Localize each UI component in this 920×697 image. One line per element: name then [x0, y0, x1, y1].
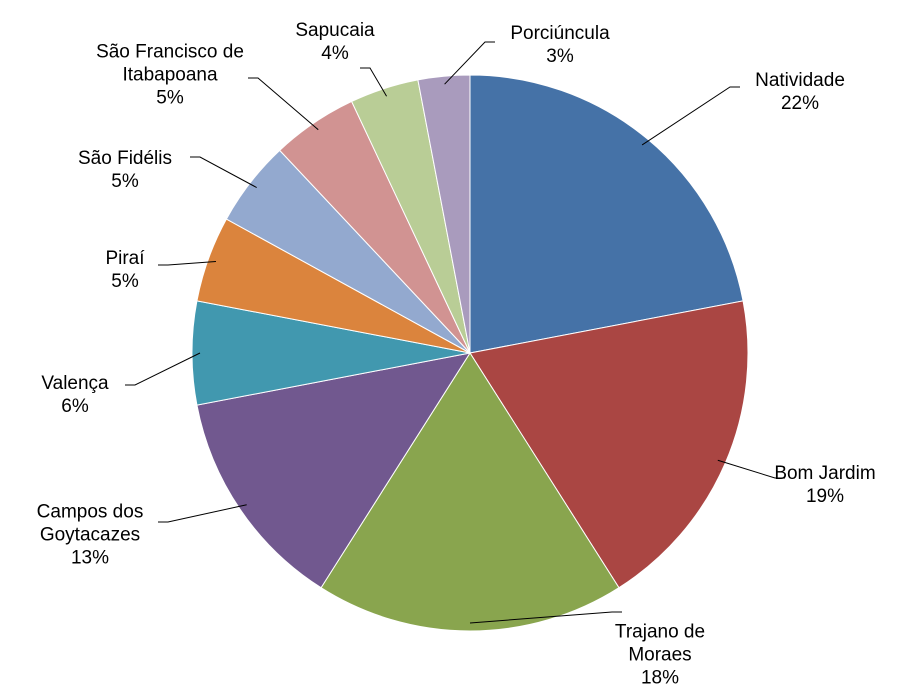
leader-line: [444, 41, 495, 85]
pie-slice: [320, 352, 620, 632]
category-label: Sapucaia: [295, 20, 375, 41]
value-label: 3%: [546, 46, 574, 67]
leader-line: [158, 504, 247, 523]
leader-line: [360, 67, 387, 97]
value-label: 4%: [321, 43, 349, 64]
leader-line: [190, 156, 257, 188]
leader-line: [641, 86, 740, 146]
category-label: Porciúncula: [510, 23, 610, 44]
category-label: Piraí: [105, 248, 145, 269]
category-label: São Francisco de Itabapoana: [96, 41, 244, 86]
data-label: Porciúncula 3%: [485, 22, 635, 68]
data-label: Valença 6%: [15, 372, 135, 418]
data-label: Sapucaia 4%: [275, 19, 395, 65]
value-label: 19%: [805, 486, 845, 507]
data-label: Piraí 5%: [65, 247, 185, 293]
leader-line: [717, 459, 785, 479]
category-label: Valença: [41, 373, 109, 394]
data-label: Trajano de Moraes 18%: [595, 621, 725, 690]
data-label: São Fidélis 5%: [50, 147, 200, 193]
pie-slice: [469, 74, 744, 354]
value-label: 22%: [780, 93, 820, 114]
value-label: 6%: [61, 396, 89, 417]
category-label: Campos dos Goytacazes: [36, 501, 144, 546]
data-label: Campos dos Goytacazes 13%: [5, 501, 175, 570]
leader-line: [469, 611, 622, 624]
pie-slice: [196, 352, 472, 589]
pie-slice: [417, 74, 471, 354]
category-label: Bom Jardim: [774, 463, 876, 484]
value-label: 13%: [70, 547, 110, 569]
leader-line: [248, 77, 319, 131]
category-label: Trajano de Moraes: [614, 621, 706, 666]
data-label: Natividade 22%: [720, 69, 880, 115]
value-label: 18%: [640, 667, 680, 689]
category-label: Natividade: [755, 70, 845, 91]
pie-slice: [469, 300, 749, 589]
value-label: 5%: [111, 271, 139, 292]
data-label: Bom Jardim 19%: [745, 462, 905, 508]
leader-line: [125, 352, 201, 386]
category-label: São Fidélis: [78, 148, 172, 169]
value-label: 5%: [111, 171, 139, 192]
leader-line: [158, 261, 216, 266]
value-label: 5%: [156, 87, 184, 109]
data-label: São Francisco de Itabapoana 5%: [80, 41, 260, 110]
